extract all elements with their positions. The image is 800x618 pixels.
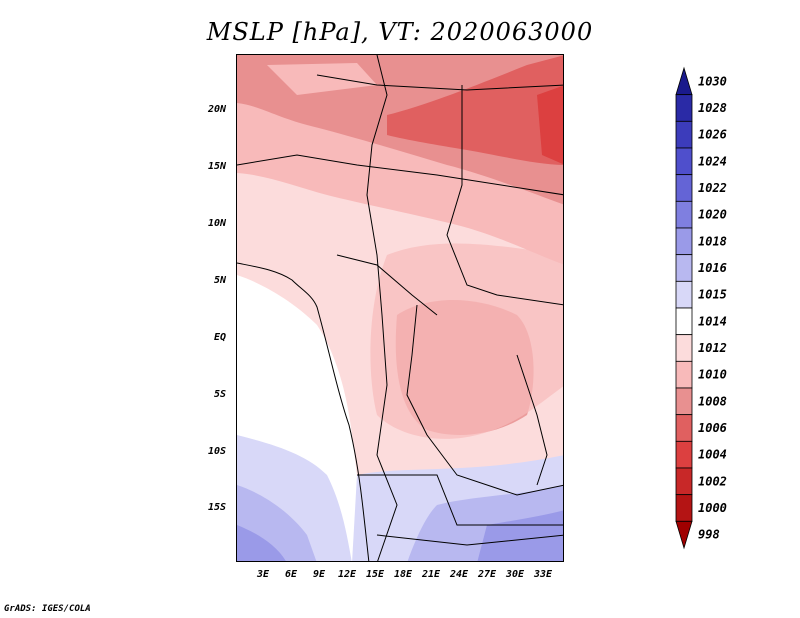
grads-credit: GrADS: IGES/COLA [4,604,91,614]
colorbar-label: 998 [698,528,720,542]
lat-tick-label: 5N [214,275,227,286]
colorbar-label: 1004 [698,448,727,462]
mslp-map [236,54,564,562]
colorbar-label: 1010 [698,368,727,382]
lat-tick-label: 15N [208,161,227,172]
lon-tick-label: 3E [257,569,270,580]
lon-tick-label: 9E [313,569,326,580]
colorbar: 1030 1028 1026 1024 1022 1020 1018 1016 1015 1014… [675,66,727,550]
lat-tick-label: 10S [208,446,227,457]
colorbar-label: 1022 [698,181,727,195]
lon-tick-label: 15E [366,569,385,580]
colorbar-label: 1000 [698,501,727,515]
colorbar-swatch [675,440,693,469]
lat-tick-label: EQ [214,332,227,343]
colorbar-swatch [675,307,693,336]
lon-tick-label: 33E [534,569,553,580]
colorbar-swatch [675,334,693,362]
colorbar-swatch [675,227,693,256]
colorbar-swatch [675,520,693,550]
lon-tick-label: 18E [394,569,413,580]
colorbar-swatch [675,174,693,202]
colorbar-swatch [675,494,693,522]
lon-tick-label: 12E [338,569,357,580]
colorbar-label: 1008 [698,394,727,408]
lat-tick-label: 5S [214,389,227,400]
lat-tick-label: 20N [208,104,227,115]
colorbar-swatch [675,147,693,176]
lat-tick-label: 15S [208,502,227,513]
lon-tick-label: 30E [506,569,525,580]
colorbar-label: 1015 [698,288,727,302]
colorbar-label: 1016 [698,261,727,275]
lon-tick-label: 6E [285,569,298,580]
lon-tick-label: 21E [422,569,441,580]
colorbar-swatch [675,387,693,416]
colorbar-swatch [675,120,693,149]
colorbar-swatch [675,254,693,282]
colorbar-label: 1012 [698,341,727,355]
colorbar-swatch [675,414,693,442]
chart-title: MSLP [hPa], VT: 2020063000 [206,18,594,46]
colorbar-swatch [675,467,693,496]
colorbar-label: 1002 [698,474,727,488]
lon-tick-label: 27E [478,569,497,580]
colorbar-label: 1020 [698,208,727,222]
colorbar-label: 1014 [698,314,727,328]
lon-tick-label: 24E [450,569,469,580]
colorbar-swatch [675,66,693,96]
colorbar-swatch [675,200,693,229]
colorbar-label: 1006 [698,421,727,435]
colorbar-label: 1024 [698,154,727,168]
colorbar-swatch [675,360,693,389]
colorbar-label: 1030 [698,74,727,88]
colorbar-label: 1028 [698,101,727,115]
colorbar-label: 1026 [698,128,727,142]
colorbar-label: 1018 [698,234,727,248]
colorbar-swatch [675,94,693,122]
lat-tick-label: 10N [208,218,227,229]
colorbar-swatch [675,280,693,309]
map-field [237,55,563,561]
